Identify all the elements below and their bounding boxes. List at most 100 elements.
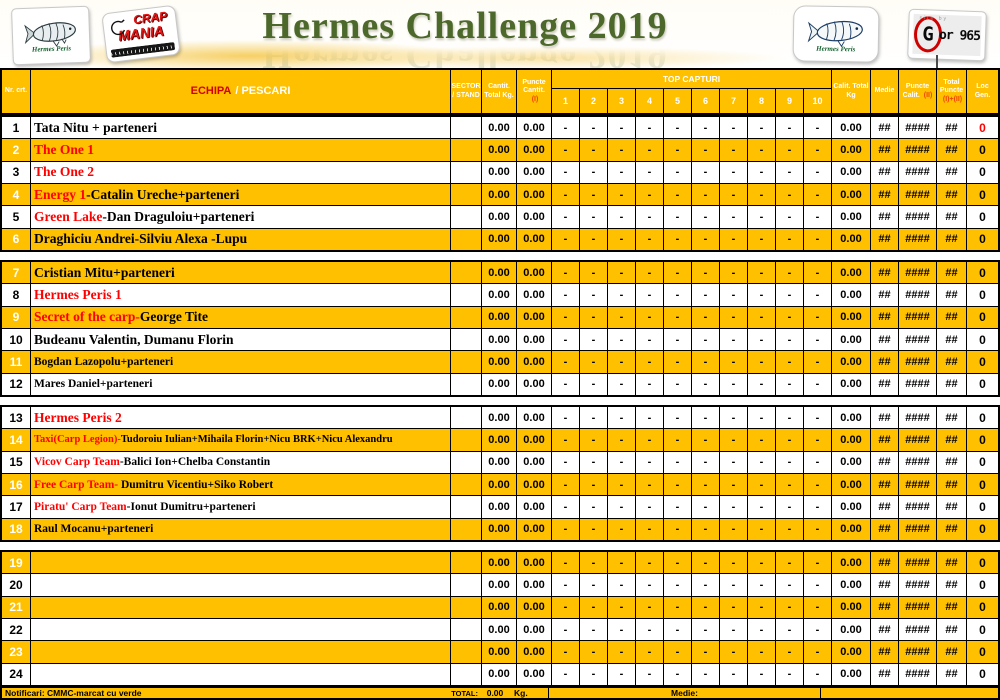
team-name[interactable]: Taxi(Carp Legion)- Tudoroiu Iulian+Mihail… bbox=[31, 429, 450, 451]
top-captura-9-cell[interactable]: - bbox=[776, 496, 803, 518]
cantit-total-kg-cell[interactable]: 0.00 bbox=[482, 596, 516, 618]
cantit-total-kg-cell[interactable]: 0.00 bbox=[482, 451, 516, 473]
cantit-total-kg-cell[interactable]: 0.00 bbox=[482, 429, 516, 451]
puncte-calit-cell[interactable]: #### bbox=[899, 518, 936, 540]
top-captura-8-cell[interactable]: - bbox=[748, 429, 775, 451]
top-captura-10-cell[interactable]: - bbox=[804, 262, 831, 284]
sector-stand-cell[interactable] bbox=[451, 184, 481, 206]
sector-stand-cell[interactable] bbox=[451, 518, 481, 540]
top-captura-6-cell[interactable]: - bbox=[692, 284, 719, 306]
calit-total-kg-cell[interactable]: 0.00 bbox=[832, 641, 870, 663]
top-captura-3-cell[interactable]: - bbox=[608, 518, 635, 540]
top-captura-3-cell[interactable]: - bbox=[608, 596, 635, 618]
top-captura-9-cell[interactable]: - bbox=[776, 161, 803, 183]
top-captura-10-cell[interactable]: - bbox=[804, 429, 831, 451]
loc-gen-cell[interactable]: 0 bbox=[967, 429, 998, 451]
total-puncte-cell[interactable]: ## bbox=[937, 407, 966, 429]
top-captura-10-cell[interactable]: - bbox=[804, 306, 831, 328]
medie-cell[interactable]: ## bbox=[871, 161, 898, 183]
row-number[interactable]: 19 bbox=[2, 552, 30, 574]
top-captura-5-cell[interactable]: - bbox=[664, 663, 691, 685]
top-captura-10-cell[interactable]: - bbox=[804, 161, 831, 183]
top-captura-3-cell[interactable]: - bbox=[608, 184, 635, 206]
medie-cell[interactable]: ## bbox=[871, 117, 898, 139]
calit-total-kg-cell[interactable]: 0.00 bbox=[832, 451, 870, 473]
team-name[interactable]: Piratu' Carp Team -Ionut Dumitru+partener… bbox=[31, 496, 450, 518]
row-number[interactable]: 18 bbox=[2, 518, 30, 540]
calit-total-kg-cell[interactable]: 0.00 bbox=[832, 284, 870, 306]
top-captura-2-cell[interactable]: - bbox=[580, 518, 607, 540]
cantit-total-kg-cell[interactable]: 0.00 bbox=[482, 496, 516, 518]
top-captura-5-cell[interactable]: - bbox=[664, 351, 691, 373]
calit-total-kg-cell[interactable]: 0.00 bbox=[832, 206, 870, 228]
puncte-calit-cell[interactable]: #### bbox=[899, 351, 936, 373]
calit-total-kg-cell[interactable]: 0.00 bbox=[832, 228, 870, 250]
top-captura-10-cell[interactable]: - bbox=[804, 451, 831, 473]
top-captura-6-cell[interactable]: - bbox=[692, 451, 719, 473]
calit-total-kg-cell[interactable]: 0.00 bbox=[832, 663, 870, 685]
top-captura-3-cell[interactable]: - bbox=[608, 373, 635, 395]
top-captura-4-cell[interactable]: - bbox=[636, 228, 663, 250]
top-captura-10-cell[interactable]: - bbox=[804, 117, 831, 139]
top-captura-1-cell[interactable]: - bbox=[552, 306, 579, 328]
sector-stand-cell[interactable] bbox=[451, 474, 481, 496]
top-captura-8-cell[interactable]: - bbox=[748, 206, 775, 228]
top-captura-7-cell[interactable]: - bbox=[720, 329, 747, 351]
medie-cell[interactable]: ## bbox=[871, 206, 898, 228]
top-captura-3-cell[interactable]: - bbox=[608, 228, 635, 250]
puncte-cantit-cell[interactable]: 0.00 bbox=[517, 351, 551, 373]
top-captura-8-cell[interactable]: - bbox=[748, 329, 775, 351]
puncte-calit-cell[interactable]: #### bbox=[899, 429, 936, 451]
puncte-cantit-cell[interactable]: 0.00 bbox=[517, 574, 551, 596]
top-captura-3-cell[interactable]: - bbox=[608, 407, 635, 429]
medie-cell[interactable]: ## bbox=[871, 596, 898, 618]
row-number[interactable]: 13 bbox=[2, 407, 30, 429]
top-captura-6-cell[interactable]: - bbox=[692, 619, 719, 641]
row-number[interactable]: 4 bbox=[2, 184, 30, 206]
puncte-calit-cell[interactable]: #### bbox=[899, 161, 936, 183]
top-captura-10-cell[interactable]: - bbox=[804, 518, 831, 540]
loc-gen-cell[interactable]: 0 bbox=[967, 161, 998, 183]
calit-total-kg-cell[interactable]: 0.00 bbox=[832, 139, 870, 161]
sector-stand-cell[interactable] bbox=[451, 407, 481, 429]
team-name[interactable] bbox=[31, 641, 450, 663]
puncte-cantit-cell[interactable]: 0.00 bbox=[517, 641, 551, 663]
top-captura-3-cell[interactable]: - bbox=[608, 641, 635, 663]
puncte-cantit-cell[interactable]: 0.00 bbox=[517, 619, 551, 641]
top-captura-10-cell[interactable]: - bbox=[804, 496, 831, 518]
top-captura-1-cell[interactable]: - bbox=[552, 518, 579, 540]
team-name[interactable]: Raul Mocanu+parteneri bbox=[31, 518, 450, 540]
medie-cell[interactable]: ## bbox=[871, 373, 898, 395]
loc-gen-cell[interactable]: 0 bbox=[967, 641, 998, 663]
medie-cell[interactable]: ## bbox=[871, 139, 898, 161]
puncte-cantit-cell[interactable]: 0.00 bbox=[517, 518, 551, 540]
top-captura-9-cell[interactable]: - bbox=[776, 641, 803, 663]
top-captura-6-cell[interactable]: - bbox=[692, 596, 719, 618]
puncte-cantit-cell[interactable]: 0.00 bbox=[517, 407, 551, 429]
top-captura-3-cell[interactable]: - bbox=[608, 619, 635, 641]
top-captura-10-cell[interactable]: - bbox=[804, 474, 831, 496]
top-captura-5-cell[interactable]: - bbox=[664, 139, 691, 161]
medie-cell[interactable]: ## bbox=[871, 228, 898, 250]
top-captura-2-cell[interactable]: - bbox=[580, 351, 607, 373]
top-captura-1-cell[interactable]: - bbox=[552, 641, 579, 663]
loc-gen-cell[interactable]: 0 bbox=[967, 496, 998, 518]
puncte-cantit-cell[interactable]: 0.00 bbox=[517, 451, 551, 473]
top-captura-3-cell[interactable]: - bbox=[608, 451, 635, 473]
notificari-text[interactable]: Notificari: CMMC-marcat cu verde bbox=[5, 688, 142, 698]
top-captura-4-cell[interactable]: - bbox=[636, 161, 663, 183]
top-captura-5-cell[interactable]: - bbox=[664, 262, 691, 284]
cantit-total-kg-cell[interactable]: 0.00 bbox=[482, 206, 516, 228]
top-captura-5-cell[interactable]: - bbox=[664, 552, 691, 574]
top-captura-10-cell[interactable]: - bbox=[804, 552, 831, 574]
top-captura-2-cell[interactable]: - bbox=[580, 451, 607, 473]
cantit-total-kg-cell[interactable]: 0.00 bbox=[482, 552, 516, 574]
medie-cell[interactable]: ## bbox=[871, 518, 898, 540]
top-captura-3-cell[interactable]: - bbox=[608, 351, 635, 373]
cantit-total-kg-cell[interactable]: 0.00 bbox=[482, 373, 516, 395]
calit-total-kg-cell[interactable]: 0.00 bbox=[832, 329, 870, 351]
puncte-calit-cell[interactable]: #### bbox=[899, 306, 936, 328]
loc-gen-cell[interactable]: 0 bbox=[967, 306, 998, 328]
row-number[interactable]: 24 bbox=[2, 663, 30, 685]
top-captura-4-cell[interactable]: - bbox=[636, 663, 663, 685]
